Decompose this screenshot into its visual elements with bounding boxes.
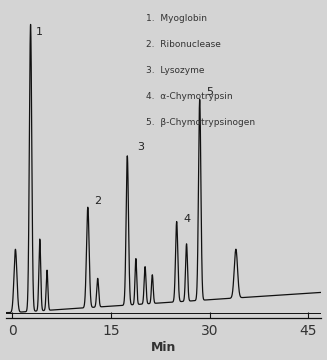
X-axis label: Min: Min [151,341,176,354]
Text: 2.  Ribonuclease: 2. Ribonuclease [146,40,221,49]
Text: 4.  α-Chymotrypsin: 4. α-Chymotrypsin [146,92,233,101]
Text: 3.  Lysozyme: 3. Lysozyme [146,66,205,75]
Text: 2: 2 [95,197,101,206]
Text: 3: 3 [137,142,144,152]
Text: 4: 4 [183,214,190,224]
Text: 5.  β-Chymotrypsinogen: 5. β-Chymotrypsinogen [146,118,255,127]
Text: 1: 1 [36,27,43,37]
Text: 5: 5 [206,87,213,98]
Text: 1.  Myoglobin: 1. Myoglobin [146,14,207,23]
